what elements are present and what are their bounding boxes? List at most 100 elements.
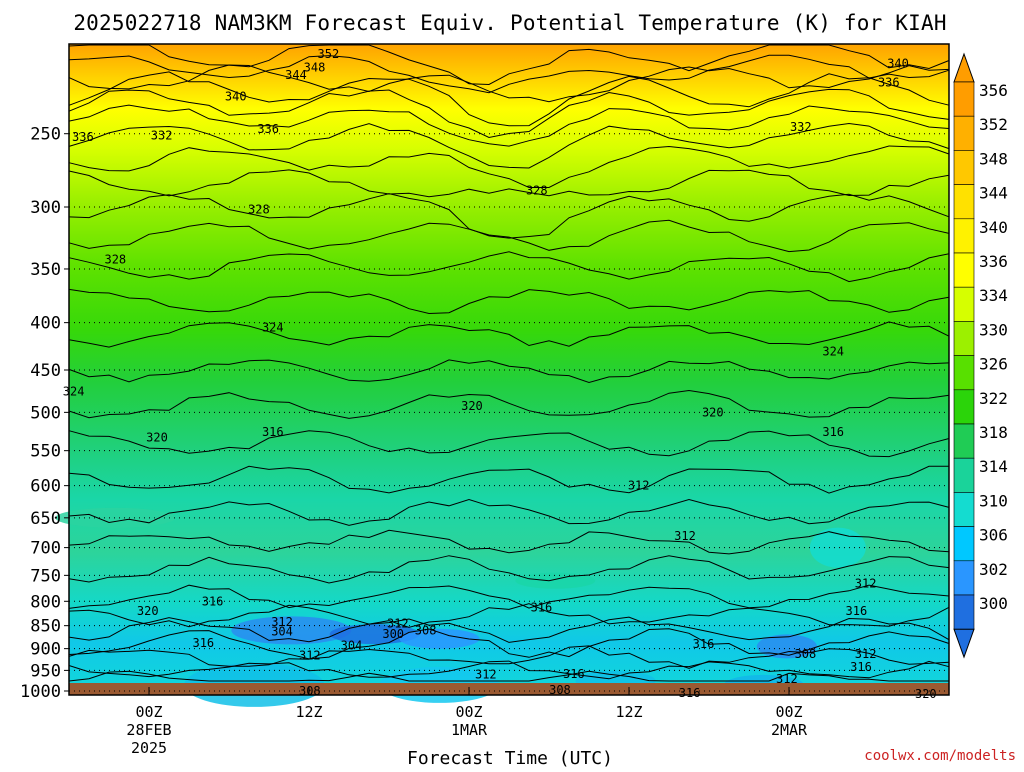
colorbar-bin xyxy=(953,321,975,356)
contour-label: 304 xyxy=(341,639,363,653)
x-tick-label: 1MAR xyxy=(451,721,488,739)
contour-label: 352 xyxy=(318,47,340,61)
colorbar-bin xyxy=(953,457,975,493)
contour-line-3 xyxy=(68,71,950,127)
contour-label: 348 xyxy=(304,60,326,74)
contour-label: 308 xyxy=(795,647,817,661)
contour-line-27 xyxy=(68,670,949,682)
contour-line-11 xyxy=(68,251,950,283)
contour-line-26 xyxy=(68,660,950,680)
y-tick-label: 650 xyxy=(30,509,61,529)
x-tick-label: 12Z xyxy=(295,703,322,721)
contour-label: 328 xyxy=(104,253,126,267)
y-tick-label: 250 xyxy=(30,125,61,145)
colorbar-tick-label: 310 xyxy=(979,491,1008,510)
contour-label: 328 xyxy=(526,184,548,198)
contour-line-7 xyxy=(68,145,950,188)
contour-line-15 xyxy=(68,389,950,419)
shaded-region-10 xyxy=(515,572,596,589)
colorbar-bin xyxy=(953,115,975,151)
x-tick-label: 00Z xyxy=(775,703,802,721)
y-tick-label: 400 xyxy=(30,314,61,334)
contour-line-16 xyxy=(68,430,950,458)
colorbar-bin xyxy=(953,423,975,459)
contour-label: 316 xyxy=(192,636,214,650)
contour-label: 312 xyxy=(855,576,877,590)
contour-line-20 xyxy=(68,555,950,584)
contour-line-5 xyxy=(68,104,950,147)
colorbar-bin xyxy=(953,492,975,527)
colorbar-bin xyxy=(953,560,975,596)
shaded-region-1 xyxy=(329,624,420,645)
contour-line-22 xyxy=(68,603,950,628)
contour-label: 312 xyxy=(299,648,321,662)
y-tick-label: 350 xyxy=(30,260,61,280)
y-tick-label: 1000 xyxy=(20,682,61,702)
contour-line-21 xyxy=(68,584,950,609)
contour-label: 316 xyxy=(850,660,872,674)
contour-line-23 xyxy=(68,616,950,643)
x-tick-label: 00Z xyxy=(135,703,162,721)
contour-line-1 xyxy=(68,54,950,94)
colorbar-tick-label: 340 xyxy=(979,218,1008,237)
contour-label: 316 xyxy=(202,594,224,608)
y-tick-label: 750 xyxy=(30,566,61,586)
colorbar-tick-label: 344 xyxy=(979,184,1008,203)
y-tick-label: 850 xyxy=(30,617,61,637)
colorbar-tick-label: 330 xyxy=(979,320,1008,339)
contour-line-0 xyxy=(68,44,950,86)
contour-lines xyxy=(68,44,950,682)
contour-label: 320 xyxy=(137,604,159,618)
contour-label: 316 xyxy=(262,425,284,439)
contour-line-10 xyxy=(68,219,950,253)
contour-label: 340 xyxy=(225,90,247,104)
contour-label: 316 xyxy=(531,600,553,614)
contour-label: 312 xyxy=(628,479,650,493)
colorbar-bin xyxy=(953,389,975,425)
grid-lines xyxy=(69,133,949,692)
shaded-region-0 xyxy=(231,616,352,645)
contour-label: 324 xyxy=(63,385,85,399)
contour-label: 332 xyxy=(790,120,812,134)
x-tick-label: 28FEB xyxy=(126,721,171,739)
x-tick-label: 2MAR xyxy=(771,721,808,739)
contour-line-17 xyxy=(68,465,950,494)
contour-label: 312 xyxy=(271,615,293,629)
y-tick-label: 500 xyxy=(30,403,61,423)
shaded-region-8 xyxy=(809,527,866,568)
x-tick-label: 2025 xyxy=(131,739,167,757)
contour-label: 332 xyxy=(151,128,173,142)
x-tick-label: 12Z xyxy=(615,703,642,721)
contour-label: 300 xyxy=(382,627,404,641)
shaded-region-2 xyxy=(399,628,480,649)
colorbar-bin xyxy=(953,184,975,220)
y-tick-label: 600 xyxy=(30,477,61,497)
contour-label: 316 xyxy=(563,667,585,681)
contour-label: 308 xyxy=(299,684,321,698)
x-tick-label: 00Z xyxy=(455,703,482,721)
contour-label: 316 xyxy=(693,637,715,651)
colorbar-bin xyxy=(953,81,975,117)
contour-label: 312 xyxy=(776,672,798,686)
shaded-region-9 xyxy=(55,507,176,528)
contour-line-25 xyxy=(68,645,950,669)
colorbar-top-arrow xyxy=(953,52,975,83)
contour-label: 308 xyxy=(549,683,571,697)
contour-label: 312 xyxy=(674,529,696,543)
contour-label: 336 xyxy=(878,75,900,89)
contour-line-6 xyxy=(68,122,950,169)
colorbar-tick-label: 356 xyxy=(979,81,1008,100)
colorbar-bin xyxy=(953,526,975,562)
colorbar: 356 352 348 344 340 336 334 330 326 322 318 314 310 3… xyxy=(953,52,1008,659)
contour-line-14 xyxy=(68,359,950,384)
colorbar-bin xyxy=(953,252,975,288)
credit-text: coolwx.com/modelts xyxy=(864,748,1016,764)
y-tick-label: 900 xyxy=(30,640,61,660)
contour-label: 340 xyxy=(887,57,909,71)
colorbar-tick-label: 334 xyxy=(979,286,1008,305)
colorbar-bottom-arrow xyxy=(953,628,975,659)
contour-label: 324 xyxy=(262,321,284,335)
colorbar-tick-label: 314 xyxy=(979,457,1008,476)
contour-line-19 xyxy=(68,529,950,555)
